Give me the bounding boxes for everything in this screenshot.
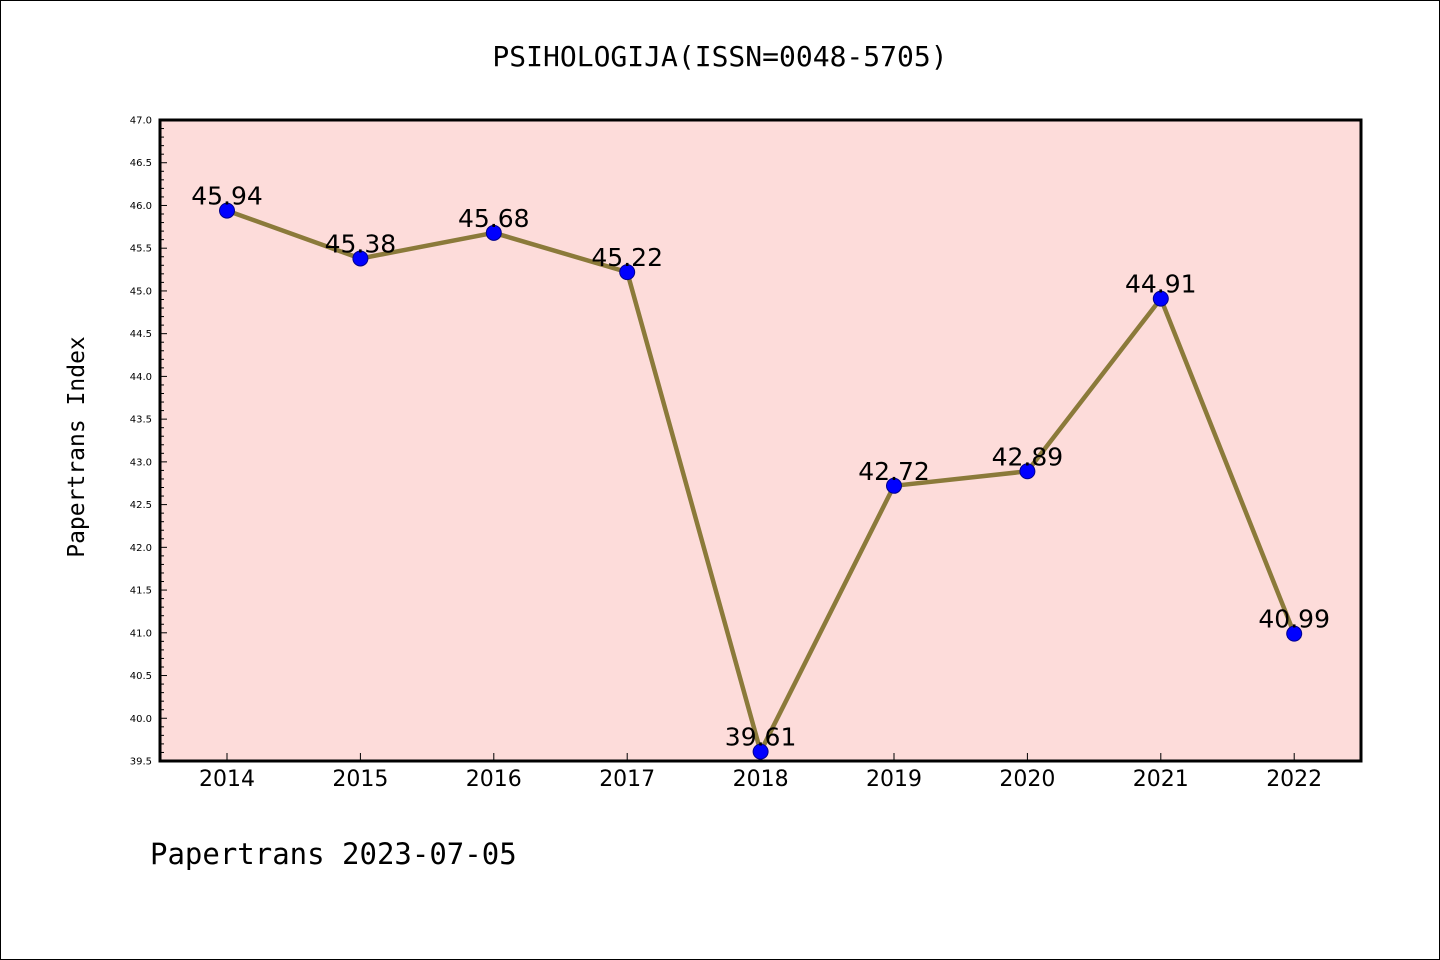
x-axis: 2014 2015 2016 2017 2018 2019 2020 2021 2022 (199, 753, 1322, 792)
y-tick-label: 41.0 (130, 628, 152, 639)
data-series: 45.94 45.38 45.68 45.22 39.61 42.72 42.89 44.91… (191, 182, 1330, 760)
plot-area (160, 120, 1361, 761)
data-point (352, 250, 369, 267)
y-tick-label: 41.5 (130, 586, 152, 597)
data-label: 44.91 (1125, 270, 1197, 299)
y-tick-label: 47.0 (130, 116, 152, 127)
x-tick-label: 2019 (866, 767, 922, 792)
y-tick-label: 39.5 (130, 757, 152, 768)
data-label: 45.68 (458, 204, 530, 233)
y-tick-label: 45.0 (130, 286, 152, 297)
data-point (485, 224, 502, 241)
y-tick-label: 44.5 (130, 329, 152, 340)
plot-border (158, 118, 1363, 763)
y-tick-label: 44.0 (130, 372, 152, 383)
data-label: 42.72 (858, 457, 930, 486)
y-tick-label: 40.5 (130, 671, 152, 682)
data-point (1019, 463, 1036, 480)
data-point (1286, 625, 1303, 642)
data-label: 40.99 (1258, 605, 1330, 634)
chart-title: PSIHOLOGIJA(ISSN=0048-5705) (492, 40, 947, 73)
x-tick-label: 2015 (332, 767, 388, 792)
y-tick-label: 42.0 (130, 543, 152, 554)
y-tick-label: 46.5 (130, 158, 152, 169)
data-label: 45.22 (591, 243, 663, 272)
data-point (886, 477, 902, 494)
x-tick-label: 2022 (1266, 767, 1322, 792)
y-tick-label: 40.0 (130, 714, 152, 725)
y-tick-label: 42.5 (130, 500, 152, 511)
x-tick-label: 2017 (599, 767, 655, 792)
data-point (219, 202, 235, 219)
y-tick-label: 46.0 (130, 201, 152, 212)
data-label: 39.61 (725, 723, 797, 752)
y-tick-label: 43.5 (130, 415, 152, 426)
footer-date: Papertrans 2023-07-05 (150, 837, 517, 871)
data-label: 45.38 (325, 229, 397, 258)
x-tick-label: 2014 (199, 767, 255, 792)
data-point (619, 264, 636, 281)
data-point (752, 743, 769, 760)
data-label: 45.94 (191, 182, 263, 211)
y-axis-label: Papertrans Index (64, 336, 90, 558)
x-tick-label: 2020 (999, 767, 1055, 792)
data-label: 42.89 (992, 442, 1064, 471)
x-tick-label: 2016 (466, 767, 522, 792)
y-tick-label: 45.5 (130, 244, 152, 255)
x-tick-label: 2018 (733, 767, 789, 792)
y-tick-label: 43.0 (130, 457, 152, 468)
x-tick-label: 2021 (1133, 767, 1189, 792)
data-point (1152, 290, 1169, 307)
